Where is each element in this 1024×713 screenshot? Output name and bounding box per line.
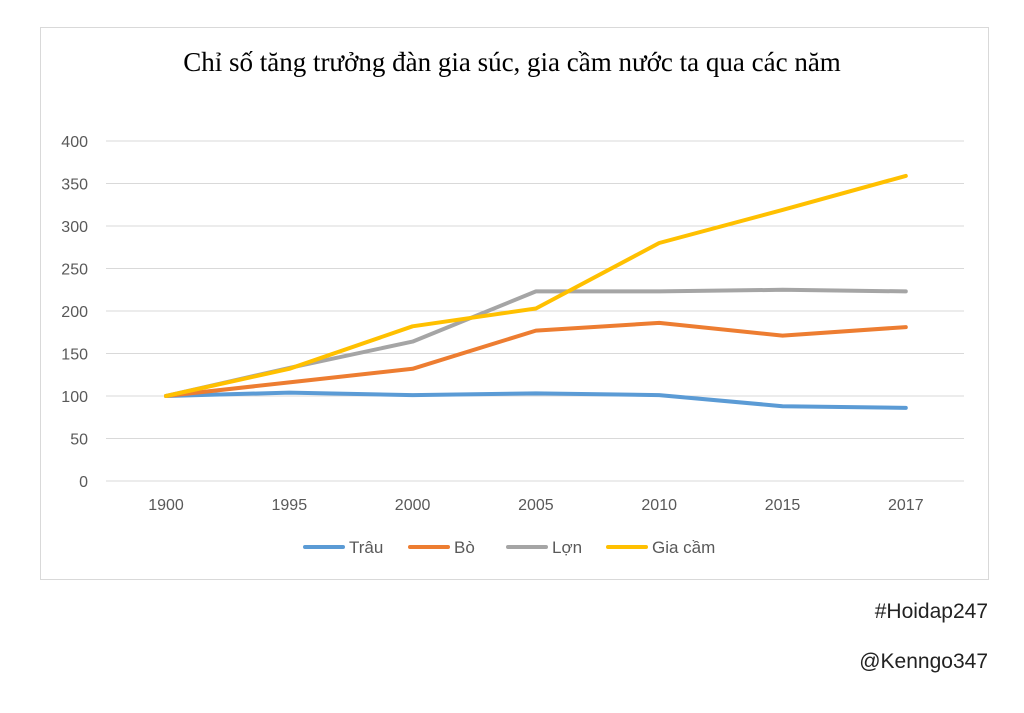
series-line-bò — [164, 320, 908, 398]
x-tick-label: 2010 — [641, 497, 677, 514]
series-line-lợn — [164, 287, 908, 398]
handle-watermark: @Kenngo347 — [859, 650, 988, 673]
series-line-trâu — [164, 390, 908, 410]
series-line-gia-cầm — [164, 173, 908, 398]
legend-label: Gia cầm — [652, 538, 715, 557]
chart-title: Chỉ số tăng trưởng đàn gia súc, gia cầm … — [183, 47, 841, 77]
hashtag-watermark: #Hoidap247 — [874, 600, 988, 623]
y-tick-label: 50 — [70, 432, 88, 449]
y-tick-label: 400 — [61, 134, 88, 151]
y-tick-label: 300 — [61, 219, 88, 236]
legend-label: Trâu — [349, 538, 383, 557]
x-tick-label: 2015 — [765, 497, 801, 514]
x-tick-label: 2005 — [518, 497, 554, 514]
x-tick-label: 1995 — [272, 497, 308, 514]
x-tick-label: 1900 — [148, 497, 184, 514]
chart-frame — [40, 27, 989, 580]
legend-label: Lợn — [552, 538, 582, 557]
y-tick-label: 150 — [61, 347, 88, 364]
legend-label: Bò — [454, 538, 475, 557]
y-tick-label: 200 — [61, 304, 88, 321]
y-tick-label: 250 — [61, 262, 88, 279]
y-tick-label: 350 — [61, 177, 88, 194]
x-tick-label: 2017 — [888, 497, 924, 514]
y-tick-label: 0 — [79, 474, 88, 491]
x-tick-label: 2000 — [395, 497, 431, 514]
y-tick-label: 100 — [61, 389, 88, 406]
